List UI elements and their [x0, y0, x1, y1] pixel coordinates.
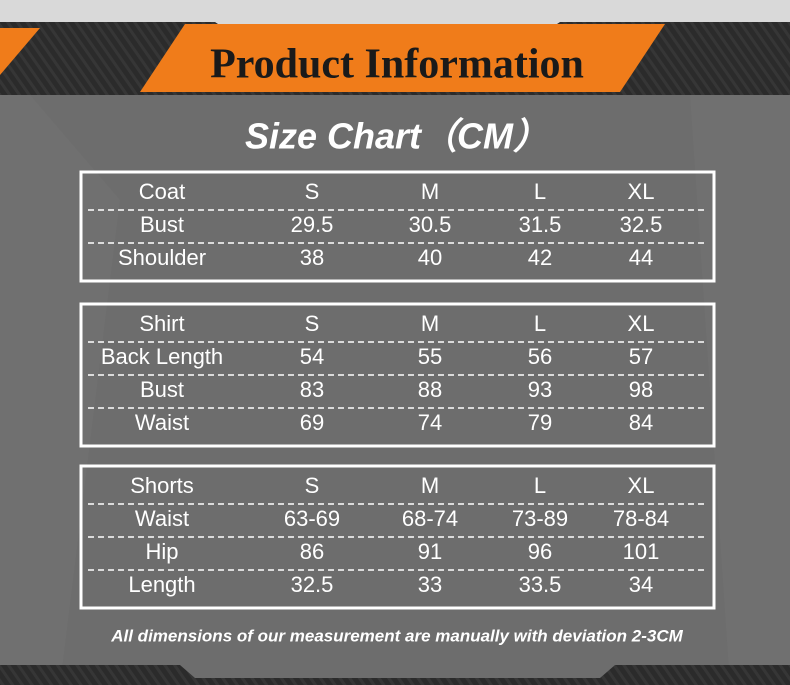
table-cell: Length — [128, 572, 195, 597]
table-cell: 63-69 — [284, 506, 340, 531]
table-cell: 54 — [300, 344, 324, 369]
table-cell: 73-89 — [512, 506, 568, 531]
title: Product Information — [210, 42, 584, 88]
table-cell: S — [305, 473, 320, 498]
table-cell: 29.5 — [291, 212, 334, 237]
panel — [0, 95, 790, 685]
table-frame — [79, 302, 716, 448]
table-cell: XL — [628, 473, 655, 498]
footnote: All dimensions of our measurement are ma… — [110, 626, 683, 645]
tables: Coat S M L XL Bust 29.5 30.5 31.5 32.5 Shoulder 38 4… — [79, 170, 716, 610]
table-cell: 55 — [418, 344, 442, 369]
table-frame — [79, 464, 716, 610]
table-cell: Shoulder — [118, 245, 206, 270]
table-cell: Bust — [140, 377, 184, 402]
table-cell: 83 — [300, 377, 324, 402]
table-cell: Shirt — [139, 311, 184, 336]
table-cell: 84 — [629, 410, 653, 435]
table-cell: 88 — [418, 377, 442, 402]
subtitle: Size Chart（CM） — [245, 116, 549, 157]
table-cell: 93 — [528, 377, 552, 402]
table-cell: Shorts — [130, 473, 194, 498]
table-cell: 42 — [528, 245, 552, 270]
table-cell: S — [305, 179, 320, 204]
table-cell: L — [534, 311, 546, 336]
table-cell: XL — [628, 179, 655, 204]
table-cell: 32.5 — [620, 212, 663, 237]
table-cell: 57 — [629, 344, 653, 369]
table-cell: 78-84 — [613, 506, 669, 531]
table-cell: 31.5 — [519, 212, 562, 237]
table-cell: 68-74 — [402, 506, 458, 531]
table-cell: Back Length — [101, 344, 223, 369]
title-banner — [140, 24, 665, 92]
orange-accent — [0, 28, 40, 75]
footer-band — [0, 665, 790, 685]
table-cell: L — [534, 473, 546, 498]
table-cell: 86 — [300, 539, 324, 564]
table-frame — [79, 170, 716, 283]
table-cell: L — [534, 179, 546, 204]
table-cell: 74 — [418, 410, 442, 435]
table-cell: M — [421, 311, 439, 336]
table-cell: Waist — [135, 506, 189, 531]
table-cell: 33 — [418, 572, 442, 597]
table-cell: Waist — [135, 410, 189, 435]
table-cell: 79 — [528, 410, 552, 435]
table-cell: 69 — [300, 410, 324, 435]
table-cell: M — [421, 473, 439, 498]
table-cell: 96 — [528, 539, 552, 564]
table-cell: 44 — [629, 245, 653, 270]
table-cell: 40 — [418, 245, 442, 270]
table-cell: 101 — [623, 539, 660, 564]
table-cell: 91 — [418, 539, 442, 564]
table-cell: Bust — [140, 212, 184, 237]
table-cell: 38 — [300, 245, 324, 270]
table-cell: 34 — [629, 572, 653, 597]
table-cell: M — [421, 179, 439, 204]
decor — [0, 60, 120, 685]
table-cell: Hip — [145, 539, 178, 564]
table-cell: XL — [628, 311, 655, 336]
table-cell: 98 — [629, 377, 653, 402]
table-cell: Coat — [139, 179, 185, 204]
table-cell: 32.5 — [291, 572, 334, 597]
table-cell: 56 — [528, 344, 552, 369]
table-cell: 33.5 — [519, 572, 562, 597]
table-cell: 30.5 — [409, 212, 452, 237]
table-cell: S — [305, 311, 320, 336]
